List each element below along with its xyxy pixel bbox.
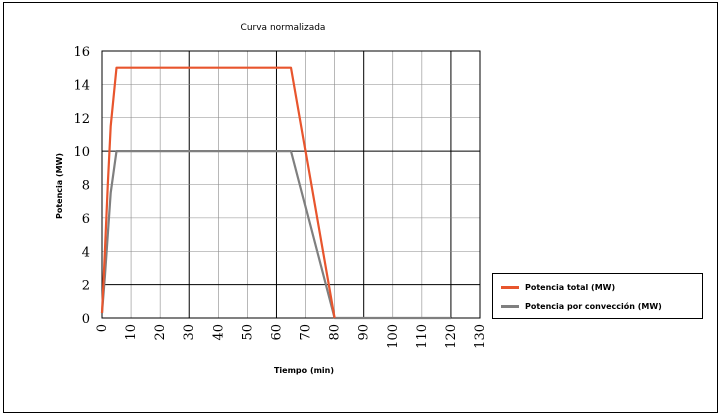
y-tick-label: 8	[82, 179, 90, 194]
legend-label-convection: Potencia por convección (MW)	[525, 301, 662, 311]
x-tick-label: 110	[415, 324, 430, 349]
plot-border	[101, 50, 481, 319]
legend-swatch-total	[501, 285, 519, 289]
legend-label-total: Potencia total (MW)	[525, 282, 616, 292]
x-tick-label: 70	[299, 324, 314, 341]
y-tick-label: 2	[82, 279, 90, 294]
x-tick-label: 90	[357, 324, 372, 341]
legend: Potencia total (MW) Potencia por convecc…	[492, 273, 703, 319]
x-tick-label: 20	[153, 324, 168, 341]
series-layer	[100, 66, 451, 320]
y-tick-label: 0	[82, 312, 90, 327]
legend-item-convection: Potencia por convección (MW)	[501, 300, 662, 312]
x-tick-label: 100	[386, 324, 401, 349]
series-line-1	[100, 150, 451, 320]
grid	[101, 50, 481, 319]
x-tick-label: 80	[328, 324, 343, 341]
chart-frame	[3, 2, 718, 413]
x-tick-label: 40	[211, 324, 226, 341]
chart-title: Curva normalizada	[241, 23, 326, 33]
y-tick-label: 12	[73, 112, 90, 127]
y-tick-label: 4	[82, 245, 90, 260]
y-tick-label: 10	[73, 145, 90, 160]
y-tick-label: 14	[73, 78, 90, 93]
x-tick-label: 10	[124, 324, 139, 341]
y-tick-label: 16	[73, 45, 90, 60]
x-tick-label: 30	[182, 324, 197, 341]
x-tick-label: 50	[240, 324, 255, 341]
x-tick-label: 130	[473, 324, 488, 349]
legend-swatch-convection	[501, 304, 519, 308]
tick-labels: 0 10 20 30 40 50 60 70 80 90 100 110 120 130 0 2 4 6 8 10 12…	[73, 45, 488, 349]
y-axis-title: Potencia (MW)	[55, 153, 64, 219]
x-tick-label: 60	[269, 324, 284, 341]
series-line-0	[100, 66, 336, 319]
x-tick-label: 120	[444, 324, 459, 349]
y-tick-label: 6	[82, 212, 90, 227]
x-tick-label: 0	[95, 324, 110, 332]
x-axis-title: Tiempo (min)	[274, 366, 334, 375]
legend-item-total: Potencia total (MW)	[501, 281, 615, 293]
